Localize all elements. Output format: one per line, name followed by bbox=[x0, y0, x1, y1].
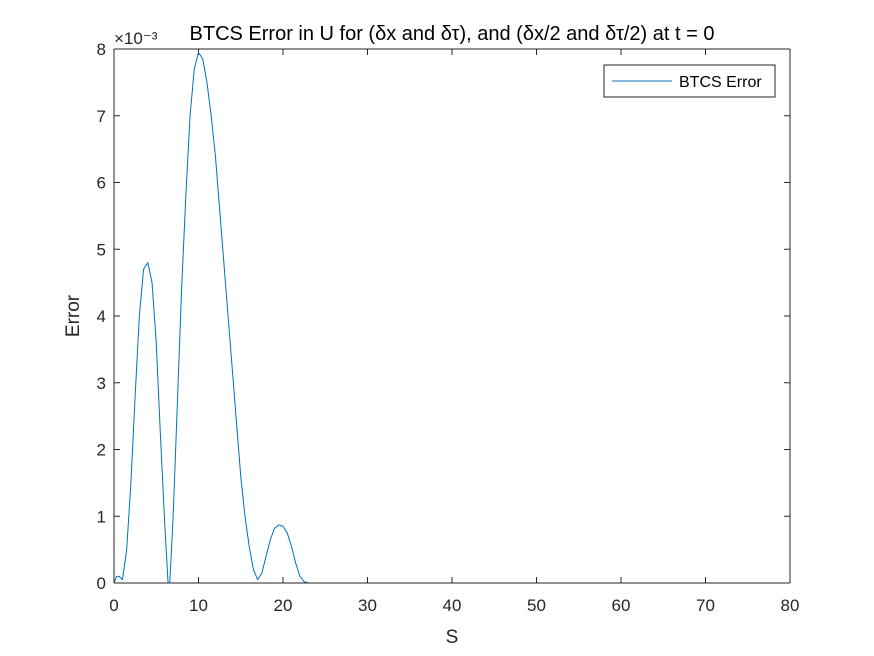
y-tick-label: 2 bbox=[97, 441, 106, 460]
x-tick-label: 30 bbox=[358, 596, 377, 615]
y-exponent-label: ×10⁻³ bbox=[114, 29, 158, 48]
series-line-btcs-error bbox=[113, 51, 740, 584]
chart-title: BTCS Error in U for (δx and δτ), and (δx… bbox=[190, 23, 715, 45]
x-tick-label: 70 bbox=[696, 596, 715, 615]
y-tick-label: 0 bbox=[97, 574, 106, 593]
y-tick-label: 4 bbox=[97, 307, 106, 326]
x-tick-label: 80 bbox=[781, 596, 800, 615]
x-tick-label: 10 bbox=[189, 596, 208, 615]
x-tick-label: 60 bbox=[612, 596, 631, 615]
x-tick-label: 0 bbox=[109, 596, 118, 615]
y-tick-label: 5 bbox=[97, 240, 106, 259]
legend: BTCS Error bbox=[603, 64, 776, 98]
legend-label: BTCS Error bbox=[679, 74, 762, 91]
x-tick-label: 50 bbox=[527, 596, 546, 615]
y-tick-label: 3 bbox=[97, 374, 106, 393]
y-tick-label: 8 bbox=[97, 40, 106, 59]
x-axis-label: S bbox=[446, 627, 459, 648]
plot-area bbox=[114, 49, 790, 583]
y-tick-label: 1 bbox=[97, 507, 106, 526]
x-tick-label: 40 bbox=[443, 596, 462, 615]
y-tick-label: 6 bbox=[97, 174, 106, 193]
x-tick-label: 20 bbox=[274, 596, 293, 615]
y-axis-label: Error bbox=[63, 294, 84, 337]
series-layer bbox=[113, 51, 740, 584]
axis-tick-labels: 0 10 20 30 40 50 60 70 80 0 1 2 3 4 5 6 7 8 bbox=[97, 40, 800, 615]
y-tick-label: 7 bbox=[97, 107, 106, 126]
